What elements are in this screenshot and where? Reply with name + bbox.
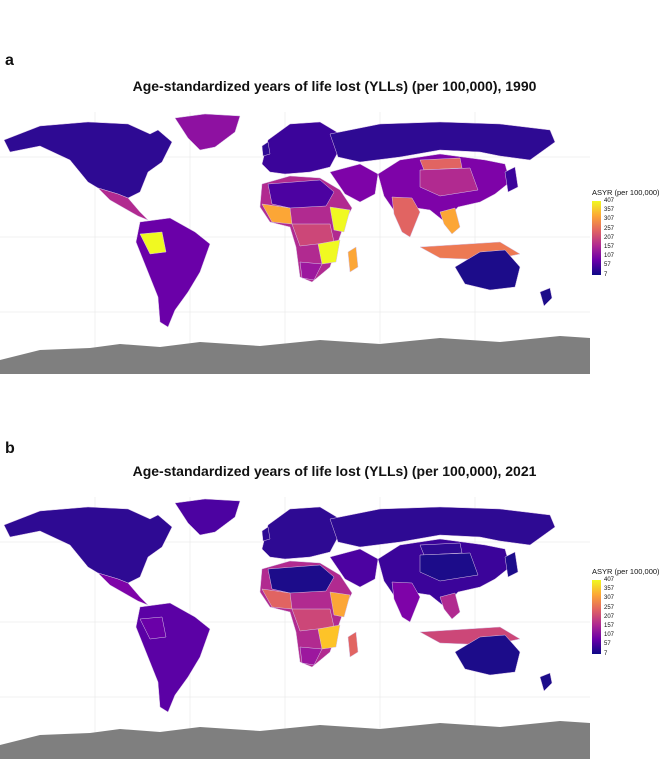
new-zealand-region <box>539 672 553 692</box>
legend-tick: 407 <box>604 198 615 204</box>
legend-tick: 157 <box>604 243 615 250</box>
world-map-2021 <box>0 497 590 759</box>
panel-label: a <box>5 52 14 69</box>
legend-title: ASYR (per 100,000) <box>592 567 660 576</box>
new-zealand-region <box>539 287 553 307</box>
antarctica-region <box>0 719 590 759</box>
legend-tick: 357 <box>604 207 615 214</box>
color-legend: ASYR (per 100,000) 407 357 307 257 207 1… <box>592 188 669 287</box>
map-title: Age-standardized years of life lost (YLL… <box>132 463 537 479</box>
madagascar-region <box>347 631 359 658</box>
legend-tick: 7 <box>604 650 608 657</box>
southeast-africa-region <box>317 624 341 650</box>
legend-tick: 257 <box>604 604 615 611</box>
legend-color-bar <box>592 580 601 654</box>
japan-region <box>504 166 519 193</box>
mongolia-region <box>419 542 463 556</box>
europe-region <box>261 506 341 560</box>
world-map-1990 <box>0 112 590 374</box>
greenland-region <box>174 498 241 536</box>
map-panel-2021: b Age-standardized years of life lost (Y… <box>0 393 669 767</box>
legend-tick: 257 <box>604 225 615 232</box>
southeast-asia-region <box>439 592 461 620</box>
legend-tick: 107 <box>604 253 615 260</box>
legend-tick: 107 <box>604 632 615 639</box>
legend-tick: 307 <box>604 595 615 602</box>
madagascar-region <box>347 246 359 273</box>
panel-label: b <box>5 440 15 457</box>
southeast-africa-region <box>317 239 341 265</box>
legend-tick-labels: 407 357 307 257 207 157 107 57 7 <box>604 576 664 659</box>
legend-color-bar <box>592 201 601 275</box>
legend-tick-labels: 407 357 307 257 207 157 107 57 7 <box>604 197 664 280</box>
southern-africa-region <box>299 646 323 666</box>
north-africa-region <box>267 564 335 594</box>
legend-tick: 407 <box>604 577 615 583</box>
north-africa-region <box>267 179 335 209</box>
north-america-region <box>3 506 173 584</box>
legend-tick: 57 <box>604 262 611 269</box>
legend-tick: 57 <box>604 641 611 648</box>
map-title: Age-standardized years of life lost (YLL… <box>132 78 537 94</box>
legend-tick: 7 <box>604 271 608 278</box>
color-legend: ASYR (per 100,000) 407 357 307 257 207 1… <box>592 567 669 666</box>
legend-tick: 357 <box>604 586 615 593</box>
europe-region <box>261 121 341 175</box>
legend-tick: 307 <box>604 216 615 223</box>
legend-title: ASYR (per 100,000) <box>592 188 660 197</box>
mongolia-region <box>419 157 463 171</box>
southeast-asia-region <box>439 207 461 235</box>
map-panel-1990: a Age-standardized years of life lost (Y… <box>0 0 669 383</box>
legend-tick: 207 <box>604 613 615 620</box>
greenland-region <box>174 113 241 151</box>
southern-africa-region <box>299 261 323 281</box>
japan-region <box>504 551 519 578</box>
north-america-region <box>3 121 173 199</box>
legend-tick: 157 <box>604 622 615 629</box>
antarctica-region <box>0 334 590 374</box>
legend-tick: 207 <box>604 234 615 241</box>
